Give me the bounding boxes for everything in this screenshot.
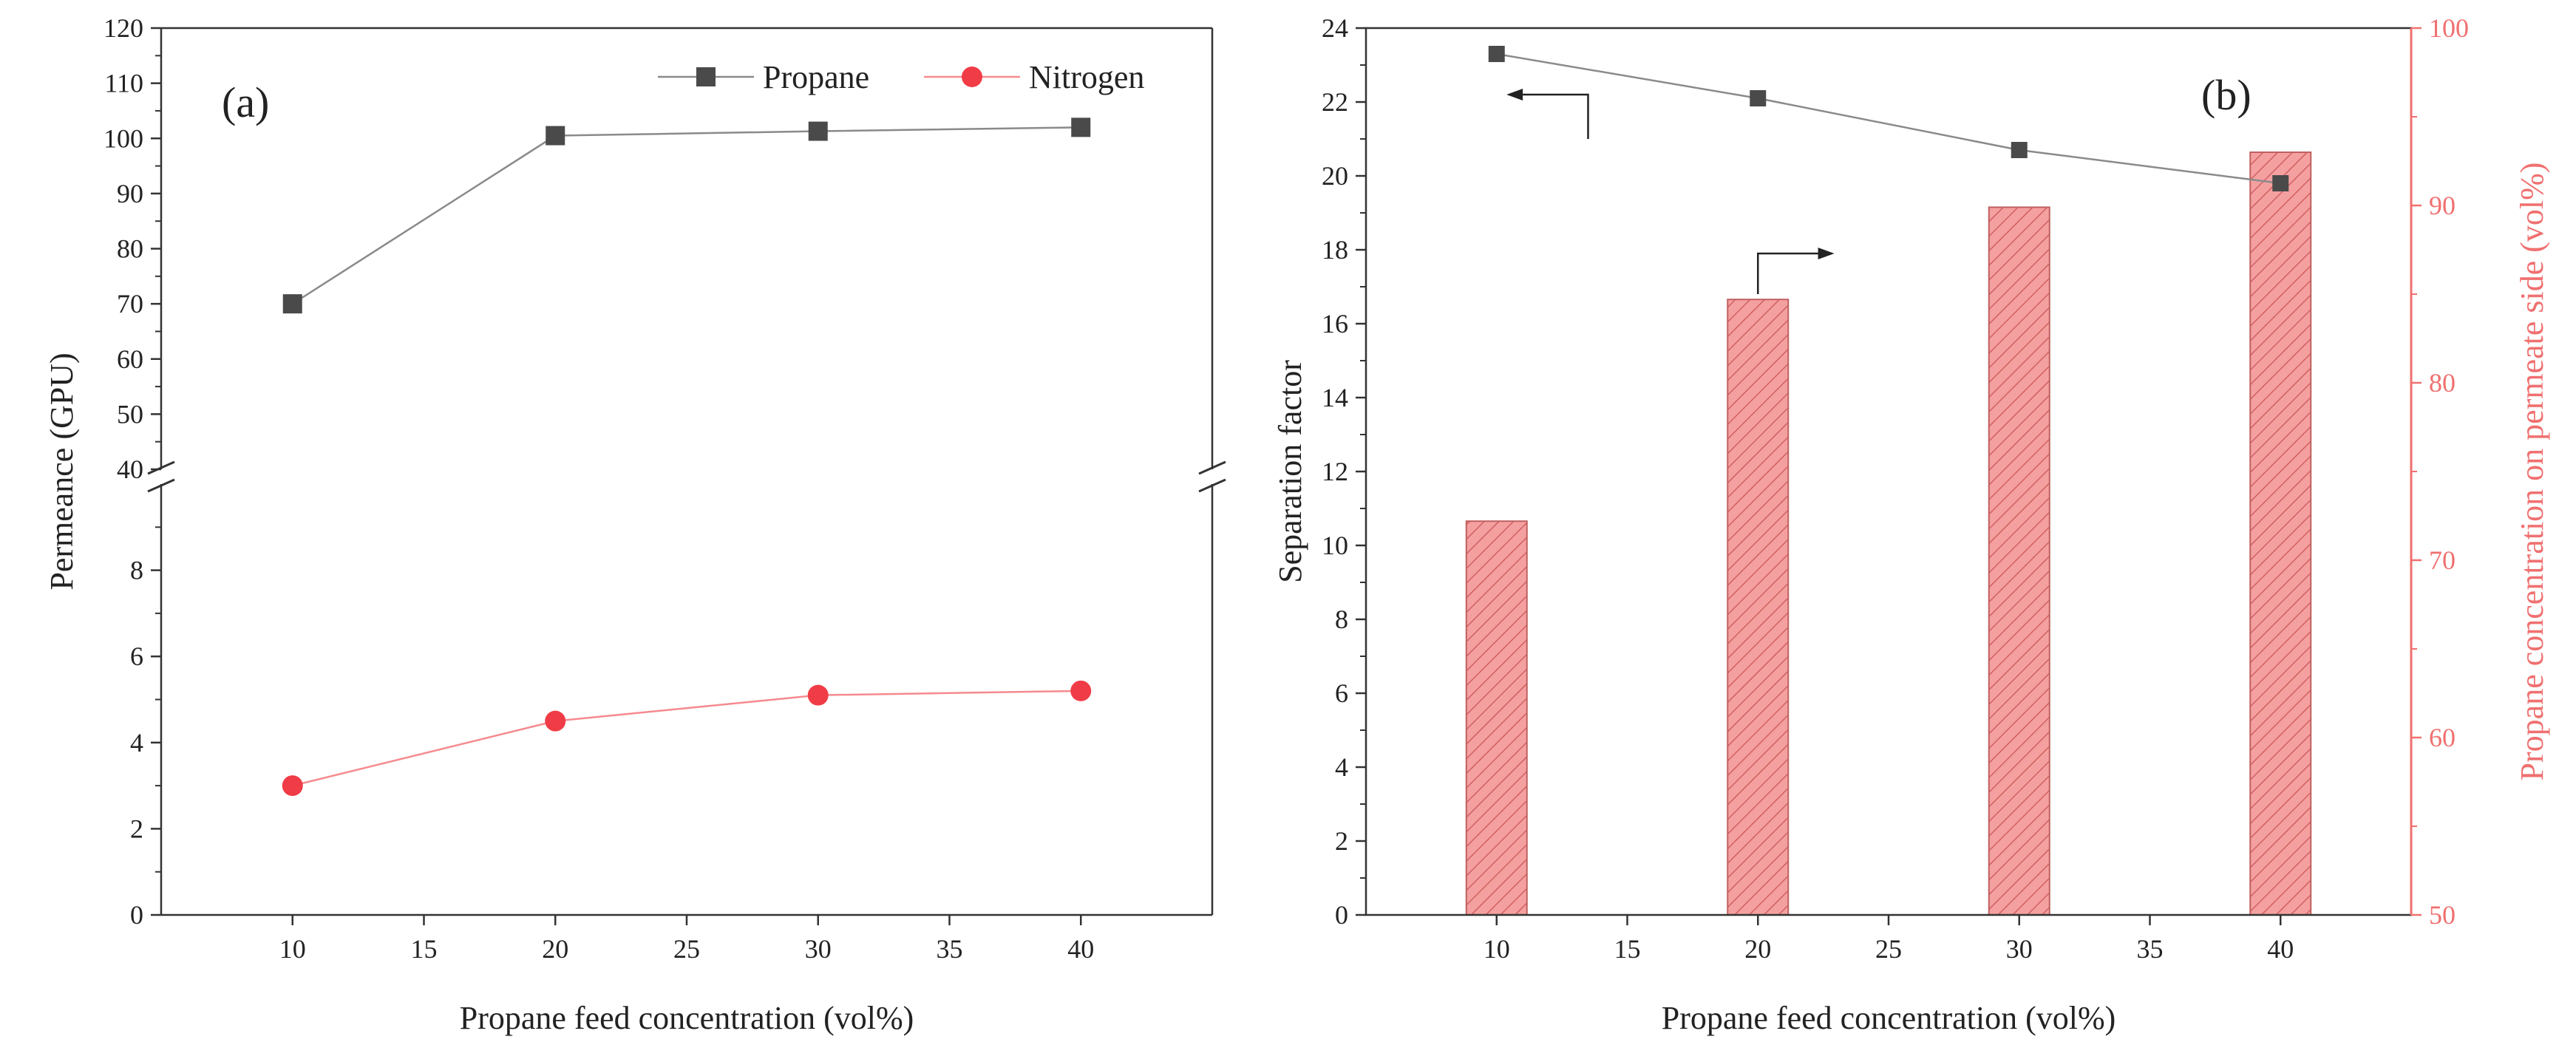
panel-b-x-tick-label: 35	[2137, 934, 2164, 964]
separation-factor-point	[2011, 142, 2028, 158]
panel-b-right-y-tick-label: 50	[2429, 900, 2456, 930]
propane-point	[546, 126, 565, 146]
panel-a-chart: 10 15 20 25 30 35 40 40 50 60 70 80 90 100 110 120 0 2 4 6 8…	[44, 13, 1226, 1036]
propane-point	[1071, 118, 1091, 137]
panel-a-y-tick-label: 70	[117, 289, 143, 319]
panel-b-x-tick-label: 20	[1744, 934, 1771, 964]
separation-factor-point	[1488, 46, 1505, 62]
legend-propane-label: Propane	[763, 59, 869, 95]
panel-a-label: (a)	[222, 78, 269, 126]
panel-b-right-y-tick-label: 70	[2429, 545, 2456, 575]
panel-b-left-y-tick-label: 16	[1322, 309, 1348, 338]
left-axis-arrowhead	[1506, 89, 1523, 101]
panel-a-x-tick-label: 10	[279, 934, 306, 964]
panel-a-y-tick-label: 8	[130, 556, 143, 585]
panel-a-series	[282, 118, 1092, 797]
panel-b-right-y-tick-label: 90	[2429, 191, 2456, 220]
panel-a-y-tick-label: 60	[117, 344, 143, 374]
panel-a-x-tick-label: 35	[937, 934, 963, 964]
panel-a-y-tick-label: 110	[104, 69, 143, 98]
nitrogen-series-line	[292, 690, 1081, 787]
propane-series-line	[292, 126, 1081, 305]
panel-a-x-tick-label: 30	[805, 934, 832, 964]
panel-a-y-axis-title: Permeance (GPU)	[44, 353, 80, 590]
panel-b-left-y-tick-label: 4	[1335, 752, 1348, 782]
axis-break-mark-right-2	[1198, 478, 1226, 493]
left-axis-arrow-line	[1523, 93, 1589, 139]
panel-a-x-tick-label: 20	[542, 934, 568, 964]
panel-a-y-tick-label: 4	[130, 728, 143, 758]
panel-b-label: (b)	[2201, 71, 2252, 119]
panel-b-ticks: 10 15 20 25 30 35 4002468101214161820222450607…	[1322, 13, 2469, 964]
separation-factor-point	[2272, 175, 2289, 191]
separation-factor-point	[1750, 90, 1767, 106]
panel-b-right-y-tick-label: 80	[2429, 368, 2456, 398]
panel-a-legend: Propane Nitrogen	[658, 59, 1144, 95]
panel-a-y-tick-label: 40	[117, 455, 143, 484]
panel-b-annotations	[1506, 89, 1835, 294]
panel-b-left-y-tick-label: 2	[1335, 826, 1348, 856]
panel-a-x-tick-label: 15	[411, 934, 438, 964]
axis-break-mark-right-1	[1198, 460, 1226, 475]
nitrogen-point	[1070, 680, 1092, 701]
panel-a-x-axis-title: Propane feed concentration (vol%)	[460, 1000, 914, 1036]
right-axis-arrowhead	[1818, 248, 1835, 259]
panel-b-x-tick-label: 25	[1875, 934, 1902, 964]
panel-a-y-tick-label: 2	[130, 814, 143, 843]
panel-a-y-tick-label: 90	[117, 179, 143, 208]
panel-b-chart: 10 15 20 25 30 35 4002468101214161820222450607…	[1272, 13, 2550, 1036]
panel-b-x-tick-label: 30	[2006, 934, 2033, 964]
legend-nitrogen-marker	[962, 67, 982, 87]
permeate-concentration-bar	[1727, 299, 1790, 916]
permeate-concentration-bar	[1988, 206, 2050, 916]
panel-b-left-y-axis-title: Separation factor	[1272, 360, 1308, 583]
panel-b-left-y-tick-label: 10	[1322, 531, 1348, 560]
panel-a-x-tick-label: 40	[1067, 934, 1094, 964]
panel-b-left-y-tick-label: 6	[1335, 678, 1348, 708]
panel-b-line-series	[1488, 46, 2289, 191]
permeate-concentration-bar	[2249, 152, 2312, 916]
propane-point	[808, 121, 828, 141]
panel-a-y-tick-label: 80	[117, 234, 143, 264]
nitrogen-point	[807, 684, 829, 706]
axis-break-mark-left-2	[147, 478, 175, 493]
panel-b-bars	[1465, 152, 2312, 916]
panel-b-left-y-tick-label: 0	[1335, 900, 1348, 930]
panel-a-ticks: 10 15 20 25 30 35 40 40 50 60 70 80 90 100 110 120 0 2 4 6 8	[103, 13, 1226, 964]
panel-b-left-y-tick-label: 24	[1322, 13, 1348, 43]
panel-a-y-tick-label: 100	[103, 123, 143, 153]
panel-b-x-tick-label: 15	[1614, 934, 1641, 964]
panel-b-right-y-tick-label: 100	[2429, 13, 2469, 43]
panel-b-left-y-tick-label: 18	[1322, 235, 1348, 265]
axis-break-mark-left-1	[147, 460, 175, 475]
panel-a-y-tick-label: 6	[130, 641, 143, 671]
separation-factor-line	[1496, 52, 2281, 185]
panel-b-right-y-axis-title: Propane concentration on permeate side (…	[2514, 163, 2550, 781]
panel-b-x-axis-title: Propane feed concentration (vol%)	[1662, 1000, 2116, 1036]
nitrogen-point	[282, 775, 303, 797]
panel-b-x-tick-label: 40	[2267, 934, 2294, 964]
panel-b-left-y-tick-label: 8	[1335, 605, 1348, 634]
panel-b-left-y-tick-label: 22	[1322, 87, 1348, 117]
panel-b-left-y-tick-label: 14	[1322, 383, 1348, 412]
panel-a-y-tick-label: 50	[117, 399, 143, 429]
legend-propane-marker	[696, 67, 716, 86]
panel-a-x-tick-label: 25	[673, 934, 700, 964]
right-axis-arrow-line	[1757, 252, 1818, 294]
legend-nitrogen-label: Nitrogen	[1029, 59, 1144, 95]
panel-b-left-y-tick-label: 12	[1322, 457, 1348, 486]
propane-point	[282, 294, 302, 314]
panel-b-left-y-tick-label: 20	[1322, 161, 1348, 191]
panel-a-y-tick-label: 120	[103, 13, 143, 43]
panel-a-y-tick-label: 0	[130, 900, 143, 930]
permeate-concentration-bar	[1465, 520, 1528, 916]
panel-b-x-tick-label: 10	[1484, 934, 1510, 964]
panel-b-right-y-tick-label: 60	[2429, 723, 2456, 752]
nitrogen-point	[545, 710, 566, 732]
